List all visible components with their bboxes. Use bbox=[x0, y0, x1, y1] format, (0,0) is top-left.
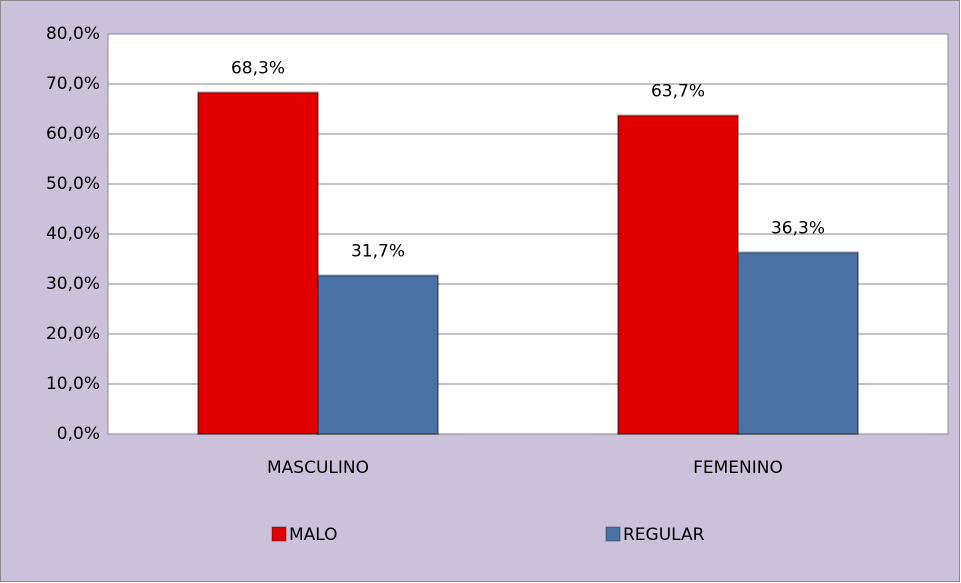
value-label: 36,3% bbox=[771, 219, 825, 239]
value-label: 68,3% bbox=[231, 59, 285, 79]
y-tick-label: 60,0% bbox=[46, 124, 100, 144]
legend-marker bbox=[605, 526, 621, 542]
legend-label: MALO bbox=[289, 525, 338, 545]
y-tick-label: 70,0% bbox=[46, 74, 100, 94]
bar bbox=[317, 274, 439, 435]
bar bbox=[197, 91, 319, 435]
legend-label: REGULAR bbox=[623, 525, 705, 545]
y-tick-label: 40,0% bbox=[46, 224, 100, 244]
x-tick-label: MASCULINO bbox=[267, 458, 369, 478]
value-label: 31,7% bbox=[351, 242, 405, 262]
value-label: 63,7% bbox=[651, 82, 705, 102]
x-tick-label: FEMENINO bbox=[693, 458, 783, 478]
bar bbox=[737, 251, 859, 435]
y-tick-label: 20,0% bbox=[46, 324, 100, 344]
y-tick-label: 30,0% bbox=[46, 274, 100, 294]
bar bbox=[617, 114, 739, 435]
legend-marker bbox=[271, 526, 287, 542]
y-tick-label: 0,0% bbox=[57, 424, 100, 444]
y-tick-label: 80,0% bbox=[46, 24, 100, 44]
y-tick-label: 10,0% bbox=[46, 374, 100, 394]
y-tick-label: 50,0% bbox=[46, 174, 100, 194]
